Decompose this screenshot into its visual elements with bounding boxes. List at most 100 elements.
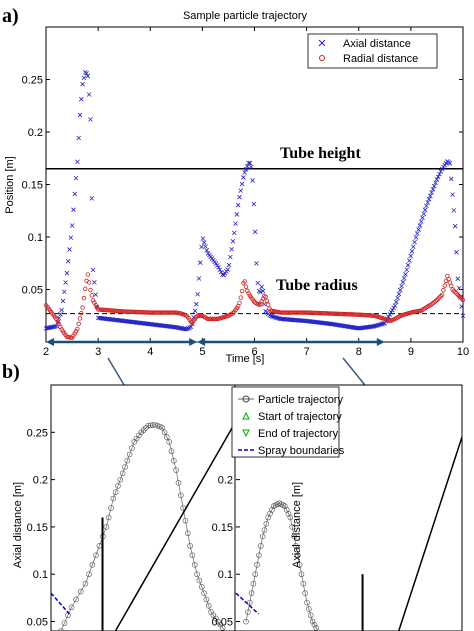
data-point-radial <box>442 283 447 288</box>
data-point-axial <box>460 313 466 319</box>
trajectory-point <box>300 580 307 587</box>
data-point-axial <box>450 192 455 197</box>
data-point-axial <box>276 316 281 321</box>
data-point-axial <box>79 96 84 102</box>
data-point-axial <box>255 280 261 286</box>
trajectory-point <box>58 628 64 631</box>
y-tick-label: 0.15 <box>27 522 48 534</box>
trajectory-point <box>175 479 182 486</box>
data-point-axial <box>239 181 245 187</box>
plot-b-left: 0.05 0.1 0.15 0.2 0.25 <box>27 421 236 631</box>
trajectory-line <box>60 424 226 631</box>
plot-b-right: 0.05 0.1 0.15 0.2 <box>212 436 463 631</box>
trajectory-point <box>205 602 212 609</box>
data-point-axial <box>192 308 198 314</box>
data-point-axial <box>58 312 63 317</box>
data-point-axial <box>396 291 402 297</box>
data-point-axial <box>413 235 419 240</box>
legend-end-label: End of trajectory <box>258 428 339 440</box>
data-point-axial <box>377 322 382 328</box>
data-point-axial <box>250 178 255 183</box>
data-point-radial <box>454 291 459 296</box>
data-point-radial <box>246 291 251 296</box>
data-point-axial <box>216 265 221 270</box>
x-tick-label: 5 <box>199 346 205 358</box>
trajectory-point <box>184 530 191 537</box>
data-point-axial <box>217 267 223 273</box>
data-point-radial <box>77 316 83 321</box>
data-point-axial <box>409 249 415 254</box>
data-point-axial <box>430 187 436 192</box>
data-point-radial <box>266 302 271 307</box>
x-axis-label: Time [s] <box>226 353 265 365</box>
data-point-axial <box>247 160 253 166</box>
trajectory-point <box>283 507 290 513</box>
legend-start-marker <box>242 411 250 420</box>
data-point-axial <box>204 248 210 253</box>
data-point-axial <box>203 244 208 249</box>
data-point-radial <box>93 302 98 308</box>
x-tick-label: 10 <box>457 346 469 358</box>
data-point-axial <box>259 284 264 290</box>
data-point-axial <box>54 323 59 329</box>
tube-edge <box>398 436 463 631</box>
data-point-axial <box>75 159 80 165</box>
data-point-axial <box>447 161 453 166</box>
trajectory-point <box>119 470 126 477</box>
data-point-axial <box>435 174 441 180</box>
data-point-axial <box>71 207 76 212</box>
data-point-axial <box>269 314 275 319</box>
data-point-radial <box>239 288 245 294</box>
legend-spray-label: Spray boundaries <box>258 445 345 457</box>
trajectory-point <box>194 571 200 578</box>
data-point-axial <box>72 191 78 197</box>
trajectory-point <box>298 571 305 578</box>
data-point-axial <box>183 326 189 332</box>
y-tick-label: 0.05 <box>22 285 43 297</box>
trajectory-point <box>203 596 210 603</box>
data-point-radial <box>263 294 268 300</box>
spray-boundary <box>235 592 260 615</box>
trajectory-point <box>245 609 251 615</box>
data-point-axial <box>378 322 383 327</box>
data-point-axial <box>429 190 434 195</box>
annotation-tube-height: Tube height <box>280 145 361 162</box>
data-point-axial <box>67 247 72 252</box>
data-point-radial <box>230 310 236 316</box>
data-point-radial <box>194 314 199 320</box>
y-tick-label: 0.1 <box>28 232 43 244</box>
trajectory-point <box>259 533 266 540</box>
legend-axial-label: Axial distance <box>343 38 411 50</box>
trajectory-point <box>122 464 128 470</box>
trajectory-point <box>173 467 179 473</box>
trajectory-point <box>293 543 299 549</box>
data-point-axial <box>416 227 421 232</box>
x-tick-label: 7 <box>304 346 310 358</box>
data-point-axial <box>228 254 233 260</box>
y-tick-label: 0.2 <box>28 127 43 139</box>
data-point-axial <box>394 299 399 305</box>
data-point-radial <box>251 298 257 304</box>
trajectory-point <box>243 618 249 625</box>
data-point-axial <box>59 307 64 313</box>
data-point-axial <box>392 303 398 308</box>
data-point-axial <box>373 323 378 329</box>
data-point-radial <box>460 297 466 303</box>
trajectory-point <box>254 561 260 568</box>
data-point-axial <box>63 280 68 285</box>
data-point-radial <box>198 313 203 318</box>
data-point-radial <box>434 297 440 303</box>
data-point-radial <box>85 272 91 277</box>
data-point-axial <box>407 258 412 263</box>
annotation-tube-radius: Tube radius <box>276 277 358 294</box>
trajectory-point <box>182 517 189 524</box>
trajectory-point <box>73 596 79 603</box>
plot-a-ticks: 2 3 4 5 6 7 8 9 10 0.05 0.1 0.15 0.2 0.25 <box>22 27 469 358</box>
data-point-axial <box>201 240 207 245</box>
trajectory-point <box>265 514 271 521</box>
trajectory-point <box>302 590 308 596</box>
data-point-axial <box>400 279 406 285</box>
trajectory-point <box>219 625 226 631</box>
series-radial <box>43 272 466 340</box>
data-point-axial <box>231 230 237 236</box>
